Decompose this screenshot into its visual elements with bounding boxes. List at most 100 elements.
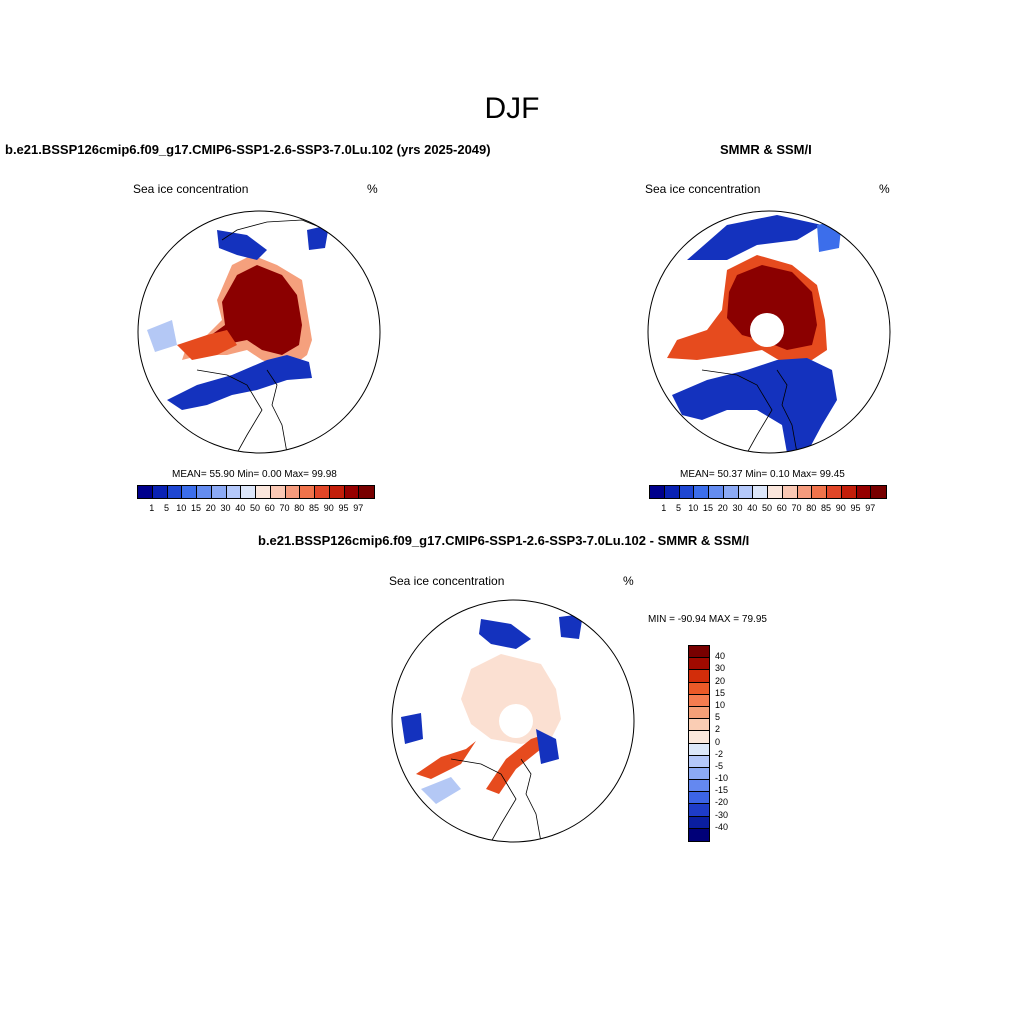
- panel3-colorbar-box: [689, 658, 709, 671]
- panel1-colorbar-box: [256, 486, 271, 498]
- panel2-colorbar-tick-label: 5: [675, 503, 681, 513]
- panel3-colorbar-tick-label: -30: [715, 809, 729, 820]
- panel3-unit-label: %: [623, 574, 634, 588]
- panel3-colorbar-box: [689, 816, 709, 829]
- panel3-polar-map: [391, 599, 635, 843]
- panel3-colorbar-box: [689, 792, 709, 805]
- panel2-colorbar-box: [723, 486, 739, 498]
- panel2-colorbar-box: [709, 486, 724, 498]
- panel2-colorbar-tick-label: 80: [806, 503, 817, 513]
- panel1-light-hudson: [147, 320, 177, 352]
- panel2-colorbar-box: [797, 486, 813, 498]
- panel2-pole-hole: [750, 313, 784, 347]
- panel2-colorbar-box: [827, 486, 842, 498]
- panel3-colorbar-box: [689, 755, 709, 768]
- panel1-colorbar-tick-label: 70: [279, 503, 290, 513]
- panel3-negative-pacific: [479, 619, 531, 649]
- panel3-variable-label: Sea ice concentration: [389, 574, 505, 588]
- panel2-colorbar-box: [650, 486, 665, 498]
- panel1-variable-label: Sea ice concentration: [133, 182, 249, 196]
- panel2-colorbar-tick-label: 60: [776, 503, 787, 513]
- panel1-colorbar-box: [152, 486, 168, 498]
- panel2-ice-core: [727, 265, 817, 350]
- panel2-colorbar-tick-label: 1: [661, 503, 667, 513]
- panel2-coast-b: [776, 369, 798, 453]
- panel3-stats: MIN = -90.94 MAX = 79.95: [648, 614, 767, 625]
- panel2-colorbar-box: [694, 486, 709, 498]
- panel2-stats: MEAN= 50.37 Min= 0.10 Max= 99.45: [680, 469, 845, 480]
- panel1-colorbar-tick-label: 50: [249, 503, 260, 513]
- panel3-colorbar: [688, 645, 710, 842]
- panel2-colorbar-box: [664, 486, 680, 498]
- panel1-colorbar-tick-label: 20: [205, 503, 216, 513]
- panel2-coast-a: [701, 369, 773, 453]
- panel3-positive-coast: [416, 741, 476, 779]
- panel2-variable-label: Sea ice concentration: [645, 182, 761, 196]
- panel2-colorbar-tick-label: 70: [791, 503, 802, 513]
- panel2-colorbar-box: [768, 486, 783, 498]
- panel3-colorbar-box: [689, 694, 709, 707]
- panel2-colorbar-tick-label: 10: [688, 503, 699, 513]
- panel1-colorbar-tick-label: 5: [163, 503, 169, 513]
- panel3-title: b.e21.BSSP126cmip6.f09_g17.CMIP6-SSP1-2.…: [258, 533, 750, 548]
- panel3-colorbar-box: [689, 767, 709, 781]
- panel1-low-pacific: [217, 230, 267, 260]
- panel2-colorbar-box: [679, 486, 695, 498]
- panel1-colorbar-box: [197, 486, 212, 498]
- panel3-colorbar-tick-label: -20: [715, 797, 729, 808]
- panel3-colorbar-tick-label: 0: [715, 736, 721, 747]
- panel1-stats: MEAN= 55.90 Min= 0.00 Max= 99.98: [172, 469, 337, 480]
- panel1-colorbar-tick-label: 30: [220, 503, 231, 513]
- panel3-negative-barents: [536, 729, 559, 764]
- panel1-colorbar-box: [359, 486, 374, 498]
- panel2-low-atlantic: [672, 358, 837, 453]
- panel1-colorbar-box: [182, 486, 197, 498]
- panel2-colorbar-tick-label: 85: [820, 503, 831, 513]
- panel1-coast-b: [266, 369, 288, 453]
- panel2-colorbar-tick-label: 50: [761, 503, 772, 513]
- panel2-title: SMMR & SSM/I: [720, 142, 812, 157]
- panel2-low-bering: [817, 220, 842, 252]
- panel3-colorbar-box: [689, 670, 709, 683]
- panel1-colorbar-box: [167, 486, 183, 498]
- panel3-colorbar-tick-label: 20: [715, 675, 726, 686]
- panel2-colorbar: [649, 485, 887, 499]
- panel3-colorbar-box: [689, 780, 709, 793]
- panel3-colorbar-tick-label: -15: [715, 785, 729, 796]
- panel3-negative-west: [401, 713, 423, 744]
- panel3-pale-area: [461, 654, 561, 744]
- panel2-low-pacific: [687, 215, 822, 260]
- panel3-colorbar-box: [689, 828, 709, 841]
- panel2-colorbar-tick-label: 40: [747, 503, 758, 513]
- panel1-colorbar-box: [211, 486, 227, 498]
- panel1-colorbar-tick-label: 80: [294, 503, 305, 513]
- panel3-coast-a: [450, 758, 517, 842]
- panel1-colorbar-tick-label: 90: [323, 503, 334, 513]
- panel3-colorbar-tick-label: 10: [715, 699, 726, 710]
- panel3-coast-b: [520, 758, 542, 842]
- panel3-colorbar-box: [689, 682, 709, 695]
- panel1-colorbar-tick-label: 60: [264, 503, 275, 513]
- panel3-colorbar-box: [689, 646, 709, 659]
- panel1-colorbar-tick-label: 40: [235, 503, 246, 513]
- panel1-colorbar-tick-label: 95: [338, 503, 349, 513]
- panel2-unit-label: %: [879, 182, 890, 196]
- panel3-positive-band: [486, 734, 546, 794]
- panel1-colorbar-box: [241, 486, 256, 498]
- panel1-coast-c: [221, 219, 328, 241]
- panel1-colorbar-box: [315, 486, 330, 498]
- panel3-colorbar-tick-label: 2: [715, 724, 721, 735]
- figure-title: DJF: [484, 92, 540, 125]
- panel3-colorbar-box: [689, 719, 709, 732]
- panel1-colorbar: [137, 485, 375, 499]
- panel1-colorbar-tick-label: 15: [190, 503, 201, 513]
- panel1-polar-map: [137, 210, 381, 454]
- panel2-colorbar-tick-label: 95: [850, 503, 861, 513]
- panel3-pole-hole: [499, 704, 533, 738]
- panel3-light-patch: [421, 777, 461, 804]
- panel1-colorbar-box: [285, 486, 301, 498]
- panel1-colorbar-box: [329, 486, 345, 498]
- panel3-colorbar-box: [689, 706, 709, 720]
- panel1-unit-label: %: [367, 182, 378, 196]
- panel2-colorbar-box: [871, 486, 886, 498]
